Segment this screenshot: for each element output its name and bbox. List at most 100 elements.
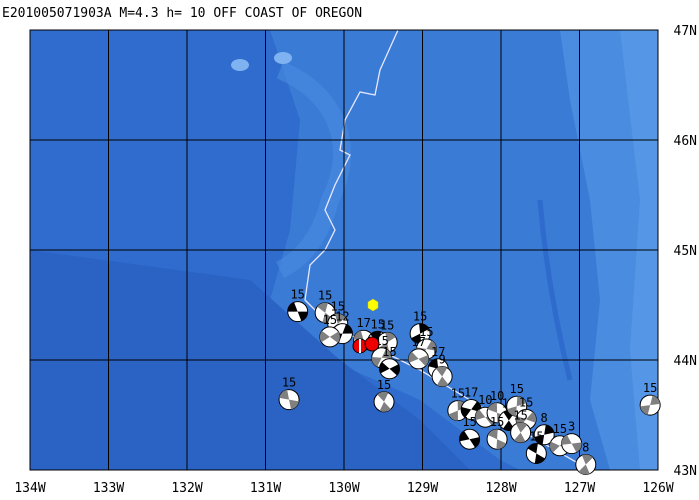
beachball-quadrant bbox=[581, 454, 593, 465]
x-tick-label: 130W bbox=[328, 481, 359, 496]
beachball-quadrant bbox=[426, 340, 437, 351]
depth-label: 15 bbox=[529, 430, 543, 444]
x-tick-label: 127W bbox=[564, 481, 595, 496]
beachball-quadrant bbox=[317, 302, 328, 313]
y-tick-label: 46N bbox=[674, 134, 697, 149]
beachball-quadrant bbox=[448, 410, 458, 421]
focal-mechanism: 15 bbox=[278, 376, 300, 411]
depth-label: 15 bbox=[371, 317, 385, 331]
beachball-quadrant bbox=[571, 442, 582, 453]
focal-mechanism: 15 bbox=[525, 430, 547, 464]
beachball-quadrant bbox=[507, 406, 517, 417]
beachball-quadrant bbox=[487, 402, 498, 413]
focal-mechanism: 15 bbox=[506, 382, 528, 417]
x-tick-label: 132W bbox=[171, 481, 202, 496]
beachball-quadrant bbox=[428, 358, 439, 369]
depth-label: 15 bbox=[413, 310, 427, 324]
focal-mechanism: 8 bbox=[533, 411, 555, 446]
beachball-quadrant bbox=[534, 453, 545, 464]
depth-label: 8 bbox=[541, 411, 548, 425]
y-tick-label: 43N bbox=[674, 464, 697, 479]
beachball-quadrant bbox=[319, 330, 330, 343]
x-tick-label: 134W bbox=[14, 481, 45, 496]
depth-label: 17 bbox=[431, 345, 445, 359]
beachball-quadrant bbox=[516, 396, 527, 407]
depth-label: 3 bbox=[568, 420, 575, 434]
beachball-quadrant bbox=[496, 439, 507, 450]
beachball-quadrant bbox=[334, 313, 346, 324]
x-tick-label: 129W bbox=[407, 481, 438, 496]
depth-label: 15 bbox=[330, 300, 344, 314]
depth-label: 15 bbox=[462, 415, 476, 429]
beachball-quadrant bbox=[329, 331, 340, 343]
beachball-quadrant bbox=[419, 323, 430, 334]
depth-label: 15 bbox=[490, 415, 504, 429]
depth-label: 17 bbox=[464, 386, 478, 400]
depth-label: 9 bbox=[439, 353, 446, 367]
depth-label: 15 bbox=[290, 288, 304, 302]
depth-label: 15 bbox=[513, 409, 527, 423]
focal-mechanism: 15 bbox=[287, 288, 309, 323]
depth-label: 17 bbox=[411, 335, 425, 349]
depth-label: 15 bbox=[382, 345, 396, 359]
depth-label: 15 bbox=[323, 313, 337, 327]
depth-label: 15 bbox=[377, 378, 391, 392]
beachball-quadrant bbox=[353, 330, 364, 341]
focal-mechanism: 15 bbox=[510, 409, 532, 444]
focal-mechanism: 15 bbox=[639, 381, 661, 416]
y-tick-label: 44N bbox=[674, 354, 697, 369]
beachball-quadrant bbox=[411, 333, 422, 344]
depth-label: 15 bbox=[643, 381, 657, 395]
beachball-quadrant bbox=[379, 401, 391, 412]
beachball-quadrant bbox=[385, 332, 396, 343]
depth-label: 15 bbox=[519, 395, 533, 409]
frame bbox=[29, 29, 659, 471]
focal-mechanism: 15 bbox=[314, 289, 336, 324]
beachball-quadrant bbox=[469, 437, 480, 448]
beachball-quadrant bbox=[488, 429, 498, 440]
beachball-quadrant bbox=[371, 356, 382, 367]
depth-label: 15 bbox=[451, 387, 465, 401]
depth-label: 15 bbox=[509, 382, 523, 396]
beachball-quadrant bbox=[381, 348, 392, 359]
depth-label: 15 bbox=[553, 422, 567, 436]
beachball-quadrant bbox=[297, 311, 308, 321]
focal-mechanism: 8 bbox=[575, 441, 597, 475]
beachball-quadrant bbox=[435, 366, 448, 377]
beachball-quadrant bbox=[289, 399, 299, 410]
depth-label: 15 bbox=[318, 289, 332, 303]
x-tick-label: 131W bbox=[250, 481, 281, 496]
x-tick-label: 133W bbox=[93, 481, 124, 496]
beachball-quadrant bbox=[578, 464, 590, 475]
beachball-quadrant bbox=[475, 409, 486, 421]
depth-label: 8 bbox=[582, 441, 589, 455]
focal-mechanism: 9 bbox=[431, 353, 453, 387]
focal-mechanism: 17 bbox=[408, 335, 430, 370]
beachball-quadrant bbox=[650, 395, 661, 406]
depth-label: 15 bbox=[282, 376, 296, 390]
beachball-quadrant bbox=[527, 443, 538, 454]
beachball-quadrant bbox=[561, 434, 572, 445]
beachball-quadrant bbox=[437, 376, 449, 387]
beachball-quadrant bbox=[640, 405, 651, 415]
beachball-quadrant bbox=[514, 432, 526, 443]
beachball-quadrant bbox=[408, 351, 419, 363]
focal-mechanism: 15 bbox=[486, 415, 508, 450]
focal-mechanism: 15 bbox=[459, 415, 481, 450]
y-tick-label: 45N bbox=[674, 244, 697, 259]
beachball-quadrant bbox=[342, 324, 353, 334]
beachball-quadrant bbox=[279, 389, 290, 400]
beachball-quadrant bbox=[418, 355, 429, 367]
depth-label: 17 bbox=[356, 316, 370, 330]
title: E201005071903A M=4.3 h= 10 OFF COAST OF … bbox=[2, 6, 362, 21]
station bbox=[367, 298, 379, 312]
beachball-quadrant bbox=[534, 434, 545, 445]
depth-label: 10 bbox=[490, 389, 504, 403]
depth-label: 15 bbox=[380, 318, 394, 332]
depth-label: 12 bbox=[335, 310, 349, 324]
beachball-quadrant bbox=[379, 362, 390, 374]
depth-label: 15 bbox=[419, 325, 433, 339]
beachball-quadrant bbox=[459, 430, 470, 442]
x-tick-label: 126W bbox=[642, 481, 673, 496]
